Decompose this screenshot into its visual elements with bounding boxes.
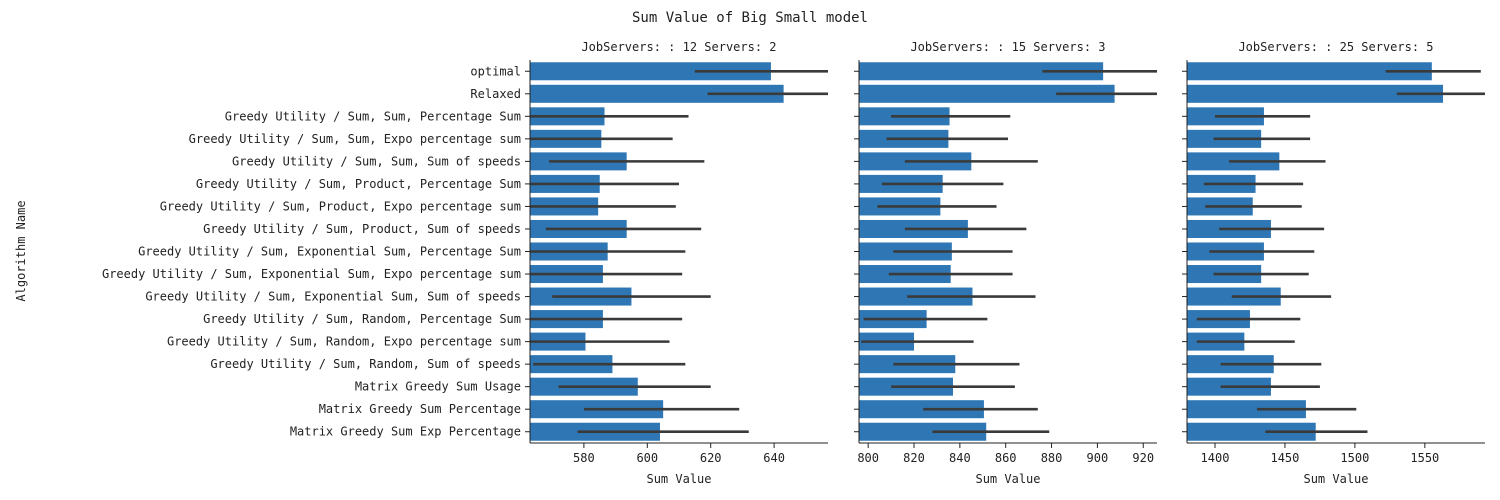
category-label: Greedy Utility / Sum, Random, Percentage… xyxy=(203,312,521,326)
category-label: Greedy Utility / Sum, Product, Sum of sp… xyxy=(203,222,521,236)
bar-relaxed xyxy=(530,84,784,103)
subplot-title: JobServers: : 15 Servers: 3 xyxy=(910,40,1105,54)
category-label: Greedy Utility / Sum, Sum, Sum of speeds xyxy=(232,154,521,168)
x-tick-label: 820 xyxy=(903,451,925,465)
x-tick-label: 1500 xyxy=(1340,451,1369,465)
x-tick-label: 880 xyxy=(1041,451,1063,465)
subplot-title: JobServers: : 12 Servers: 2 xyxy=(581,40,776,54)
plot-area xyxy=(859,62,1157,441)
bar-relaxed xyxy=(1187,84,1444,103)
x-tick-label: 640 xyxy=(763,451,785,465)
category-label: Relaxed xyxy=(470,87,521,101)
x-tick-label: 600 xyxy=(636,451,658,465)
x-tick-label: 620 xyxy=(700,451,722,465)
category-label: Matrix Greedy Sum Exp Percentage xyxy=(290,425,521,439)
category-label: Greedy Utility / Sum, Exponential Sum, S… xyxy=(145,290,521,304)
category-label: Greedy Utility / Sum, Sum, Percentage Su… xyxy=(225,109,521,123)
category-label: Matrix Greedy Sum Usage xyxy=(355,380,521,394)
x-tick-label: 1400 xyxy=(1201,451,1230,465)
plot-area xyxy=(530,62,828,441)
category-label: Greedy Utility / Sum, Random, Expo perce… xyxy=(167,335,521,349)
category-label: Greedy Utility / Sum, Exponential Sum, P… xyxy=(138,245,521,259)
bar-relaxed xyxy=(859,84,1115,103)
category-label: Greedy Utility / Sum, Product, Expo perc… xyxy=(160,199,521,213)
subplot-15-servers-3: JobServers: : 15 Servers: 3 800 820 840 860 8… xyxy=(854,40,1157,486)
x-tick-label: 1450 xyxy=(1270,451,1299,465)
y-axis-label: Algorithm Name xyxy=(14,200,28,301)
category-label: Greedy Utility / Sum, Sum, Expo percenta… xyxy=(189,132,521,146)
x-tick-label: 580 xyxy=(573,451,595,465)
x-axis-label: Sum Value xyxy=(975,472,1040,486)
x-tick-label: 800 xyxy=(857,451,879,465)
x-tick-label: 860 xyxy=(995,451,1017,465)
bar-matrix-greedy-sum-percentage xyxy=(859,400,984,419)
plot-area xyxy=(1187,62,1485,441)
subplot-12-servers-2: JobServers: : 12 Servers: 2 optimal Relaxe… xyxy=(102,40,828,486)
x-tick-label: 1550 xyxy=(1410,451,1439,465)
category-label: Greedy Utility / Sum, Exponential Sum, E… xyxy=(102,267,521,281)
category-label: Matrix Greedy Sum Percentage xyxy=(319,402,521,416)
bar-optimal xyxy=(1187,62,1432,81)
bar-optimal xyxy=(859,62,1104,81)
x-tick-label: 920 xyxy=(1132,451,1154,465)
x-axis-label: Sum Value xyxy=(1303,472,1368,486)
category-label: Greedy Utility / Sum, Product, Percentag… xyxy=(196,177,521,191)
category-label: Greedy Utility / Sum, Random, Sum of spe… xyxy=(210,357,521,371)
figure-title: Sum Value of Big Small model xyxy=(632,10,868,26)
x-axis-label: Sum Value xyxy=(646,472,711,486)
subplot-title: JobServers: : 25 Servers: 5 xyxy=(1238,40,1433,54)
subplot-25-servers-5: JobServers: : 25 Servers: 5 1400 1450 1500 1… xyxy=(1182,40,1485,486)
bar-matrix-greedy-sum-exp-percentage xyxy=(859,422,987,441)
x-tick-label: 840 xyxy=(949,451,971,465)
x-tick-label: 900 xyxy=(1087,451,1109,465)
bar-matrix-greedy-sum-percentage xyxy=(1187,400,1306,419)
category-label: optimal xyxy=(470,64,521,78)
bar-matrix-greedy-sum-exp-percentage xyxy=(1187,422,1316,441)
bar-optimal xyxy=(530,62,771,81)
